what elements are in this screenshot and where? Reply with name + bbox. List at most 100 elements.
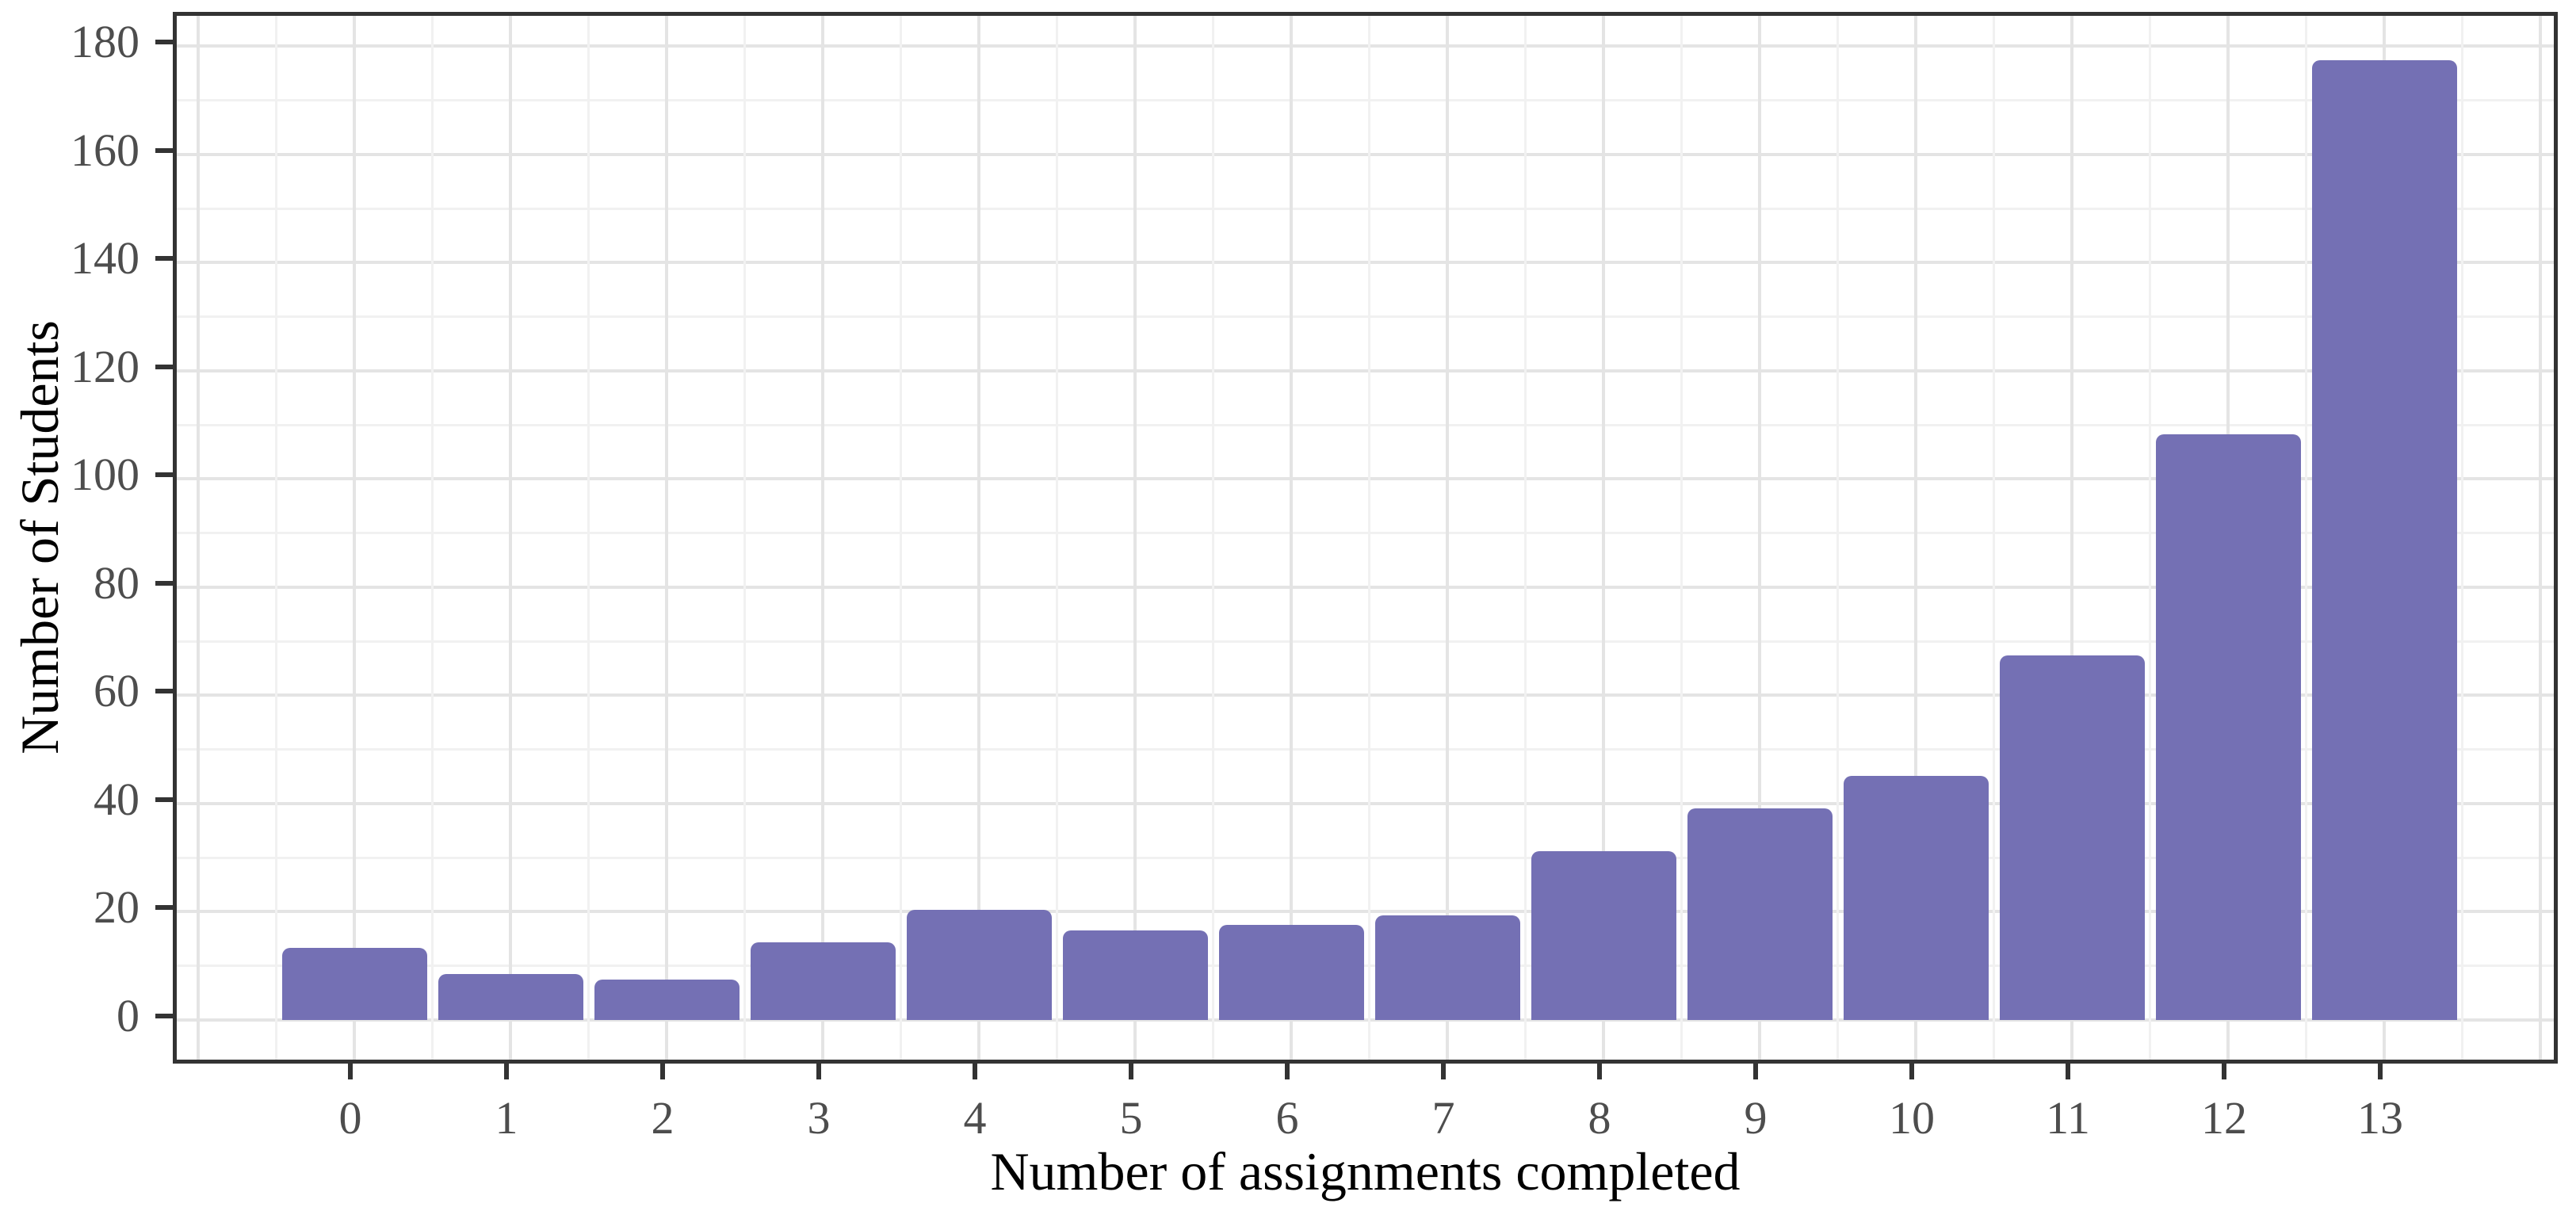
gridline-minor-horizontal bbox=[177, 423, 2554, 426]
gridline-major-vertical bbox=[1914, 16, 1917, 1060]
x-tick-label: 11 bbox=[2046, 1092, 2090, 1144]
gridline-major-horizontal bbox=[177, 693, 2554, 697]
y-tick-label: 100 bbox=[71, 449, 140, 501]
x-tick-mark bbox=[1753, 1064, 1758, 1079]
bar-x13 bbox=[2311, 59, 2457, 1020]
bar-x2 bbox=[594, 980, 740, 1020]
y-tick-label: 180 bbox=[71, 16, 140, 68]
x-tick-mark bbox=[2378, 1064, 2383, 1079]
gridline-minor-vertical bbox=[1056, 16, 1058, 1060]
gridline-minor-horizontal bbox=[177, 640, 2554, 643]
gridline-major-vertical bbox=[509, 16, 512, 1060]
gridline-minor-vertical bbox=[1524, 16, 1527, 1060]
y-tick-label: 20 bbox=[94, 881, 140, 934]
x-tick-mark bbox=[816, 1064, 821, 1079]
gridline-minor-vertical bbox=[1212, 16, 1214, 1060]
gridline-minor-vertical bbox=[587, 16, 590, 1060]
gridline-major-vertical bbox=[977, 16, 980, 1060]
y-tick-mark bbox=[155, 364, 173, 369]
gridline-major-vertical bbox=[1602, 16, 1605, 1060]
y-tick-label: 40 bbox=[94, 773, 140, 825]
gridline-major-vertical bbox=[665, 16, 668, 1060]
y-tick-mark bbox=[155, 689, 173, 694]
gridline-minor-vertical bbox=[275, 16, 277, 1060]
gridline-major-vertical bbox=[1758, 16, 1761, 1060]
y-tick-label: 80 bbox=[94, 556, 140, 609]
x-tick-mark bbox=[1129, 1064, 1133, 1079]
y-tick-label: 120 bbox=[71, 340, 140, 392]
gridline-minor-vertical bbox=[431, 16, 434, 1060]
y-tick-label: 60 bbox=[94, 665, 140, 717]
y-tick-label: 160 bbox=[71, 124, 140, 176]
plot-panel bbox=[173, 12, 2558, 1064]
gridline-major-vertical bbox=[197, 16, 200, 1060]
x-tick-mark bbox=[1909, 1064, 1914, 1079]
x-axis-title: Number of assignments completed bbox=[990, 1141, 1741, 1201]
gridline-minor-vertical bbox=[2149, 16, 2151, 1060]
y-tick-mark bbox=[155, 580, 173, 586]
gridline-minor-vertical bbox=[2461, 16, 2463, 1060]
gridline-major-vertical bbox=[1290, 16, 1293, 1060]
bar-x4 bbox=[906, 909, 1052, 1020]
bar-x10 bbox=[1843, 776, 1989, 1020]
y-tick-mark bbox=[155, 256, 173, 262]
gridline-major-horizontal bbox=[177, 910, 2554, 914]
bar-x8 bbox=[1531, 850, 1676, 1020]
gridline-major-vertical bbox=[1133, 16, 1137, 1060]
gridline-minor-horizontal bbox=[177, 532, 2554, 535]
gridline-major-vertical bbox=[2539, 16, 2542, 1060]
gridline-minor-horizontal bbox=[177, 748, 2554, 751]
bar-x9 bbox=[1687, 808, 1833, 1020]
bar-x6 bbox=[1218, 924, 1364, 1020]
x-tick-mark bbox=[660, 1064, 665, 1079]
gridline-minor-horizontal bbox=[177, 315, 2554, 319]
y-tick-label: 140 bbox=[71, 232, 140, 285]
bar-x3 bbox=[750, 942, 896, 1020]
x-tick-mark bbox=[973, 1064, 977, 1079]
x-tick-mark bbox=[504, 1064, 509, 1079]
gridline-minor-horizontal bbox=[177, 207, 2554, 210]
gridline-minor-horizontal bbox=[177, 98, 2554, 101]
x-tick-mark bbox=[2066, 1064, 2070, 1079]
y-tick-mark bbox=[155, 40, 173, 45]
bar-x12 bbox=[2155, 434, 2301, 1020]
x-tick-label: 3 bbox=[807, 1092, 831, 1144]
gridline-minor-vertical bbox=[1680, 16, 1683, 1060]
x-tick-label: 6 bbox=[1275, 1092, 1299, 1144]
x-tick-label: 4 bbox=[963, 1092, 987, 1144]
y-tick-label: 0 bbox=[117, 989, 140, 1041]
x-tick-label: 5 bbox=[1119, 1092, 1143, 1144]
gridline-minor-vertical bbox=[900, 16, 902, 1060]
bar-x5 bbox=[1062, 930, 1208, 1020]
x-tick-mark bbox=[1285, 1064, 1290, 1079]
x-tick-label: 2 bbox=[651, 1092, 675, 1144]
gridline-minor-vertical bbox=[1836, 16, 1839, 1060]
bar-x0 bbox=[281, 948, 427, 1020]
x-tick-label: 13 bbox=[2357, 1092, 2403, 1144]
x-tick-mark bbox=[1441, 1064, 1446, 1079]
x-tick-mark bbox=[348, 1064, 353, 1079]
bar-x1 bbox=[438, 973, 583, 1020]
x-tick-mark bbox=[2222, 1064, 2226, 1079]
x-tick-mark bbox=[1597, 1064, 1602, 1079]
x-tick-label: 12 bbox=[2201, 1092, 2247, 1144]
x-tick-label: 1 bbox=[495, 1092, 518, 1144]
y-tick-mark bbox=[155, 472, 173, 478]
gridline-minor-vertical bbox=[1993, 16, 1995, 1060]
y-tick-mark bbox=[155, 797, 173, 802]
gridline-minor-horizontal bbox=[177, 965, 2554, 968]
bar-x7 bbox=[1374, 915, 1520, 1020]
gridline-major-horizontal bbox=[177, 369, 2554, 372]
y-tick-mark bbox=[155, 147, 173, 153]
gridline-major-horizontal bbox=[177, 585, 2554, 589]
gridline-major-horizontal bbox=[177, 261, 2554, 265]
x-tick-label: 7 bbox=[1431, 1092, 1455, 1144]
gridline-major-vertical bbox=[821, 16, 824, 1060]
gridline-minor-vertical bbox=[1368, 16, 1370, 1060]
x-tick-label: 8 bbox=[1588, 1092, 1611, 1144]
y-tick-mark bbox=[155, 1013, 173, 1018]
gridline-minor-vertical bbox=[2305, 16, 2307, 1060]
x-tick-label: 10 bbox=[1889, 1092, 1935, 1144]
bar-x11 bbox=[1999, 655, 2145, 1020]
gridline-major-horizontal bbox=[177, 801, 2554, 805]
